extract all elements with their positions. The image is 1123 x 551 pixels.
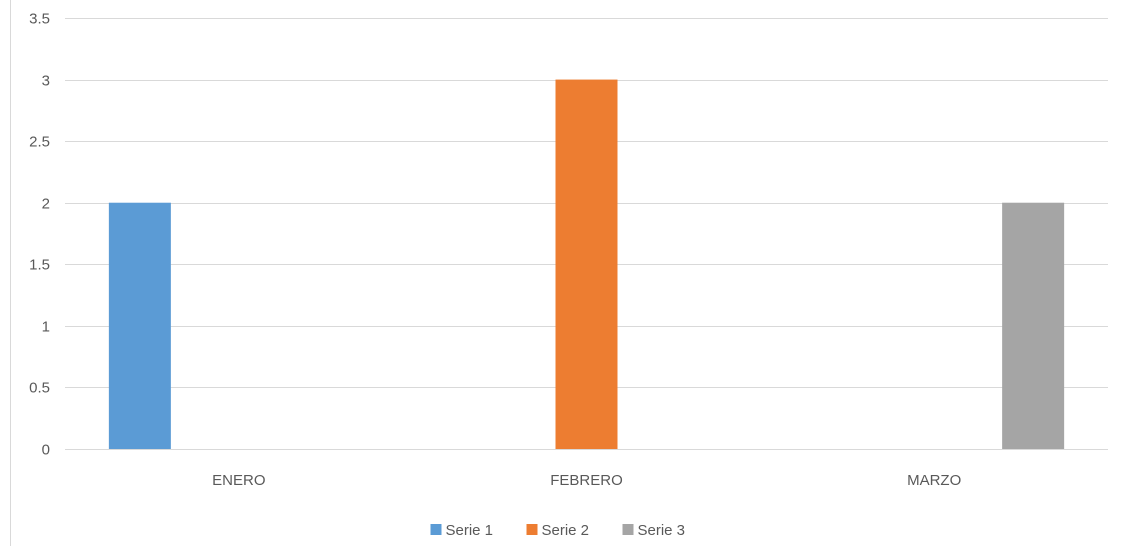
bars <box>108 79 1065 450</box>
bar-serie-2-febrero <box>555 79 618 450</box>
x-category-label: ENERO <box>212 472 265 489</box>
legend-swatch-serie-3 <box>622 524 634 535</box>
y-tick-label: 3 <box>42 73 50 90</box>
bar-serie-3-marzo <box>1002 202 1065 449</box>
legend: Serie 1 Serie 2 Serie 3 <box>430 522 686 539</box>
y-tick-label: 2 <box>42 196 50 213</box>
bar-serie-1-enero <box>108 202 171 449</box>
legend-label: Serie 2 <box>542 522 590 539</box>
y-axis-tick-labels: 0 0.5 1 1.5 2 2.5 3 3.5 <box>29 11 50 459</box>
legend-label: Serie 1 <box>446 522 494 539</box>
x-category-label: FEBRERO <box>550 472 623 489</box>
y-tick-label: 2.5 <box>29 134 50 151</box>
y-tick-label: 0.5 <box>29 380 50 397</box>
x-axis-category-labels: ENERO FEBRERO MARZO <box>212 472 961 489</box>
y-tick-label: 1 <box>42 319 50 336</box>
legend-label: Serie 3 <box>638 522 686 539</box>
chart-left-border <box>10 0 11 546</box>
y-tick-label: 0 <box>42 442 50 459</box>
legend-swatch-serie-2 <box>526 524 538 535</box>
x-category-label: MARZO <box>907 472 961 489</box>
legend-swatch-serie-1 <box>430 524 442 535</box>
y-tick-label: 1.5 <box>29 257 50 274</box>
y-tick-label: 3.5 <box>29 11 50 28</box>
